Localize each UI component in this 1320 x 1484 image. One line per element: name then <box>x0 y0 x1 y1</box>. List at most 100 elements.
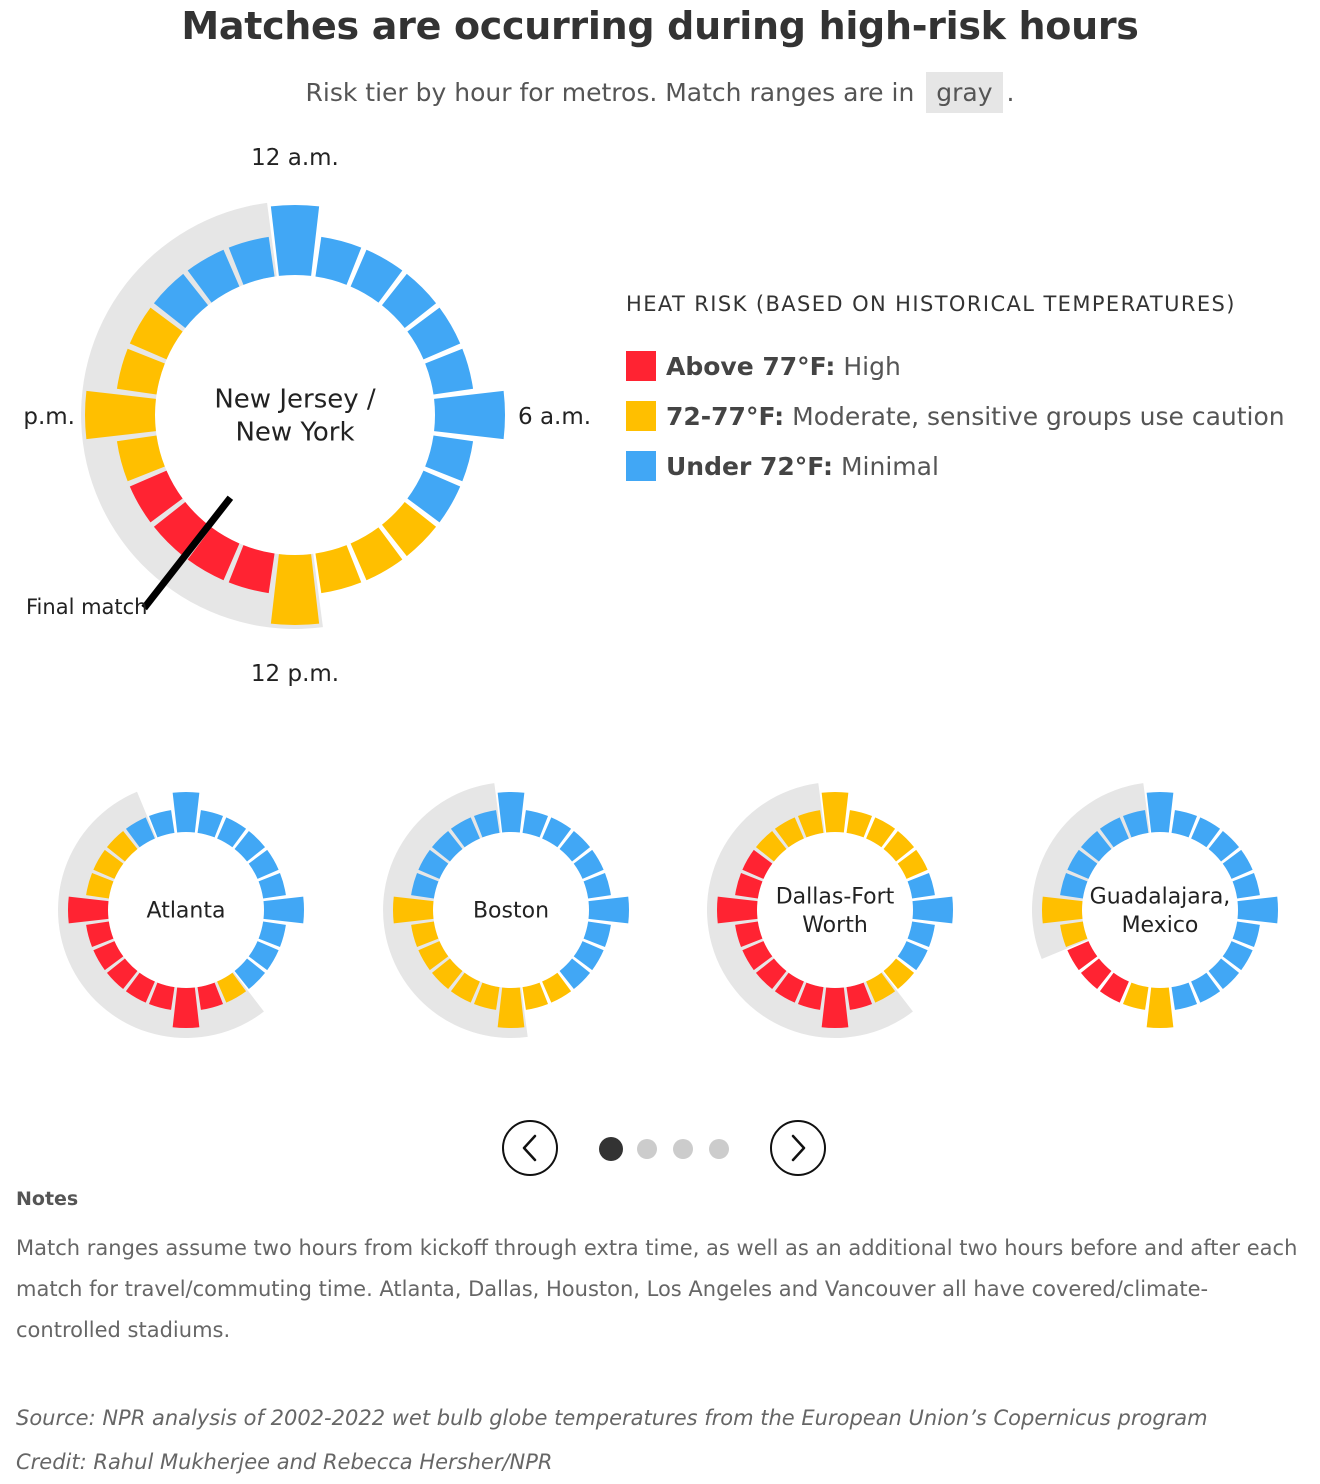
hour-wedge-17-moderate <box>1060 921 1088 948</box>
hour-tick-label: 6 a.m. <box>518 404 591 430</box>
hour-wedge-4-moderate <box>897 849 928 879</box>
metro-label-line: Boston <box>473 899 549 924</box>
hour-wedge-8-minimal <box>248 941 279 971</box>
hour-wedge-10-moderate <box>217 972 247 1003</box>
hour-wedge-18-moderate <box>393 896 434 924</box>
hour-wedge-17-moderate <box>411 921 439 948</box>
hour-wedge-15-moderate <box>431 958 463 990</box>
hour-wedge-18-high <box>717 896 758 924</box>
hour-wedge-13-high <box>797 982 824 1010</box>
hour-wedge-3-moderate <box>883 830 915 862</box>
metro-label-line: Guadalajara, <box>1090 885 1231 910</box>
hour-wedge-12-moderate <box>1146 987 1174 1028</box>
hour-wedge-9-moderate <box>883 958 915 990</box>
hour-wedge-21-minimal <box>1080 830 1112 862</box>
hour-wedge-10-minimal <box>1191 972 1221 1003</box>
legend-swatch-minimal <box>626 451 656 481</box>
main-radial-chart: New Jersey / New York 12 a.m. 6 a.m. 12 p.m.… <box>23 145 591 687</box>
hour-wedge-16-high <box>93 941 124 971</box>
hour-wedge-15-high <box>153 501 209 557</box>
hour-wedge-20-high <box>742 849 773 879</box>
hour-wedge-8-minimal <box>407 470 461 523</box>
hour-wedge-20-minimal <box>1067 849 1098 879</box>
hour-wedge-7-minimal <box>425 435 474 482</box>
hour-wedge-9-minimal <box>1208 958 1240 990</box>
hour-wedge-13-high <box>228 545 275 594</box>
hour-wedge-13-moderate <box>473 982 500 1010</box>
dallas-radial-chart: Dallas-Fort Worth <box>707 783 953 1038</box>
final-match-marker <box>141 495 234 611</box>
legend-bold-minimal: Under 72°F: <box>666 451 833 481</box>
hour-wedge-19-minimal <box>1060 872 1088 899</box>
hour-wedge-9-minimal <box>234 958 266 990</box>
page-dot-3[interactable] <box>673 1139 693 1159</box>
page-dot-1[interactable] <box>599 1137 623 1161</box>
hour-wedge-14-high <box>125 972 155 1003</box>
guadalajara-radial-chart: Guadalajara, Mexico <box>1032 783 1278 1028</box>
hour-wedge-21-moderate <box>755 830 787 862</box>
chevron-right-icon <box>791 1134 806 1162</box>
prev-button[interactable] <box>502 1120 558 1176</box>
hour-wedge-2-minimal <box>542 817 572 848</box>
hour-wedge-14-high <box>774 972 804 1003</box>
hour-wedge-0-minimal <box>270 205 320 276</box>
legend-item-high: Above 77°F: High <box>626 350 1316 382</box>
hour-wedge-1-moderate <box>846 810 873 838</box>
hour-wedge-16-moderate <box>418 941 449 971</box>
page-dot-4[interactable] <box>709 1139 729 1159</box>
hour-wedge-20-minimal <box>418 849 449 879</box>
hour-wedge-17-moderate <box>116 435 165 482</box>
hour-wedge-9-moderate <box>381 501 437 557</box>
hour-wedge-4-minimal <box>407 307 461 360</box>
hour-wedge-9-minimal <box>559 958 591 990</box>
hour-wedge-3-minimal <box>234 830 266 862</box>
hour-wedge-8-minimal <box>1222 941 1253 971</box>
hour-wedge-6-minimal <box>1237 896 1278 924</box>
metro-label-line: Dallas-Fort <box>776 885 895 910</box>
legend: HEAT RISK (BASED ON HISTORICAL TEMPERATU… <box>626 292 1316 500</box>
metro-label-line: New York <box>235 418 354 448</box>
hour-wedge-21-moderate <box>106 830 138 862</box>
hour-tick-label: 12 p.m. <box>251 661 339 687</box>
hour-wedge-14-moderate <box>450 972 480 1003</box>
hour-wedge-20-moderate <box>93 849 124 879</box>
next-button[interactable] <box>770 1120 826 1176</box>
hour-wedge-8-minimal <box>573 941 604 971</box>
hour-wedge-1-minimal <box>1171 810 1198 838</box>
hour-wedge-10-moderate <box>542 972 572 1003</box>
page-dot-2[interactable] <box>637 1139 657 1159</box>
hour-wedge-22-minimal <box>125 817 155 848</box>
legend-text-moderate: Moderate, sensitive groups use caution <box>792 401 1285 431</box>
gray-chip: gray <box>926 72 1003 113</box>
hour-wedge-19-minimal <box>411 872 439 899</box>
legend-bold-high: Above 77°F: <box>666 351 836 381</box>
hour-wedge-7-minimal <box>907 921 935 948</box>
legend-title: HEAT RISK (BASED ON HISTORICAL TEMPERATU… <box>626 292 1236 316</box>
hour-wedge-11-high <box>846 982 873 1010</box>
hour-wedge-6-minimal <box>263 896 305 924</box>
hour-wedge-6-minimal <box>434 390 506 440</box>
hour-wedge-19-moderate <box>86 872 114 899</box>
hour-wedge-23-minimal <box>228 236 275 285</box>
hour-wedge-11-moderate <box>315 545 362 594</box>
hour-wedge-15-high <box>1080 958 1112 990</box>
hour-wedge-18-moderate <box>1042 896 1083 924</box>
boston-radial-chart: Boston <box>383 783 629 1038</box>
hour-wedge-1-minimal <box>197 810 224 838</box>
hour-wedge-6-minimal <box>588 896 629 924</box>
match-range-band <box>383 783 528 1038</box>
hour-wedge-2-minimal <box>350 249 403 303</box>
hour-wedge-6-minimal <box>912 896 953 924</box>
hour-wedge-4-minimal <box>248 849 279 879</box>
page-title: Matches are occurring during high-risk h… <box>181 4 1139 48</box>
atlanta-radial-chart: Atlanta <box>57 791 305 1038</box>
subtitle-text: Risk tier by hour for metros. Match rang… <box>305 78 915 107</box>
notes-text: Match ranges assume two hours from kicko… <box>16 1236 1298 1342</box>
hour-wedge-16-high <box>129 470 183 523</box>
source-block: Source: NPR analysis of 2002-2022 wet bu… <box>16 1396 1311 1484</box>
metro-label-line: Worth <box>802 913 868 938</box>
hour-wedge-0-moderate <box>821 792 849 833</box>
hour-wedge-21-minimal <box>153 273 209 329</box>
hour-wedge-2-minimal <box>1191 817 1221 848</box>
hour-wedge-7-minimal <box>583 921 611 948</box>
